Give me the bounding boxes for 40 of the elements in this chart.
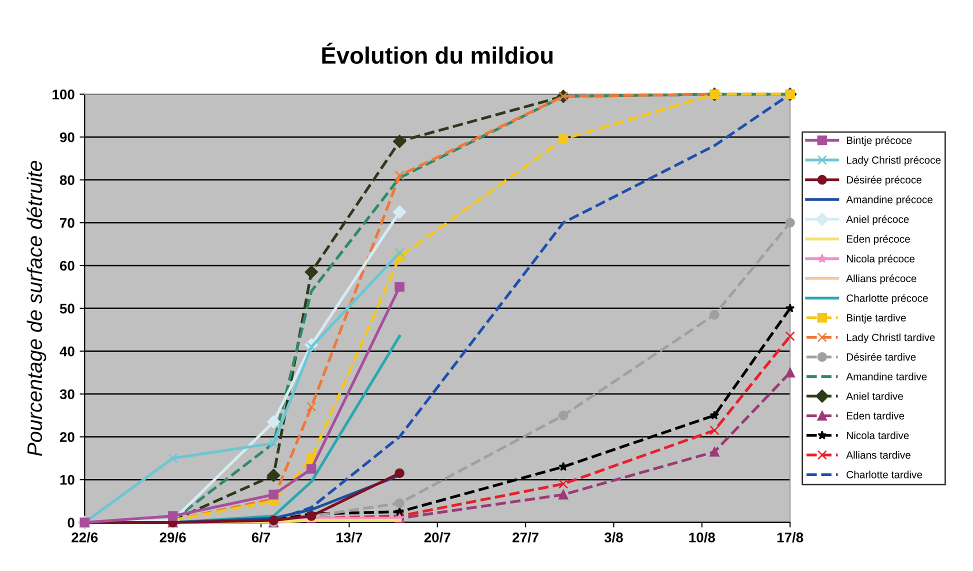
legend-label: Eden tardive [846, 412, 904, 420]
legend-label: Nicola tardive [846, 431, 909, 440]
legend-label: Eden précoce [846, 234, 910, 245]
x-tick-label: 17/8 [777, 532, 804, 543]
legend-label: Aniel tardive [846, 392, 903, 400]
y-tick-label: 40 [60, 346, 74, 356]
legend-label: Charlotte précoce [846, 294, 928, 304]
x-tick-label: 3/8 [604, 532, 623, 543]
legend-label: Désirée précoce [846, 176, 922, 186]
legend-label: Lady Christl précoce [846, 156, 941, 166]
legend-label: Bintje tardive [846, 314, 906, 324]
y-tick-label: 100 [52, 90, 74, 100]
legend-label: Amandine précoce [846, 195, 932, 206]
chart-title: Évolution du mildiou [322, 42, 553, 64]
x-tick-label: 10/8 [689, 532, 715, 543]
x-tick-label: 27/7 [512, 532, 538, 543]
legend-label: Allians précoce [846, 274, 916, 284]
y-tick-label: 0 [68, 518, 74, 528]
legend-label: Charlotte tardive [846, 470, 922, 478]
legend-label: Amandine tardive [846, 372, 927, 380]
y-tick-label: 60 [60, 260, 74, 271]
y-tick-label: 90 [60, 132, 74, 142]
y-tick-label: 30 [60, 389, 74, 400]
legend-label: Aniel précoce [846, 215, 909, 226]
y-tick-label: 80 [60, 175, 74, 186]
x-tick-label: 22/6 [72, 532, 98, 543]
y-tick-label: 70 [60, 218, 74, 228]
legend-label: Bintje précoce [846, 136, 912, 146]
x-tick-label: 29/6 [160, 532, 186, 543]
x-tick-label: 6/7 [252, 532, 270, 543]
legend-label: Allians tardive [846, 451, 910, 459]
legend-label: Désirée tardive [846, 352, 916, 361]
x-tick-label: 20/7 [424, 532, 450, 543]
x-tick-label: 13/7 [336, 532, 362, 543]
y-tick-label: 10 [60, 474, 74, 485]
legend-label: Nicola précoce [846, 254, 915, 264]
y-tick-label: 50 [60, 304, 74, 314]
legend-label: Lady Christl tardive [846, 333, 935, 344]
y-tick-label: 20 [60, 432, 74, 442]
y-axis-title: Pourcentage de surface détruite [26, 160, 46, 456]
